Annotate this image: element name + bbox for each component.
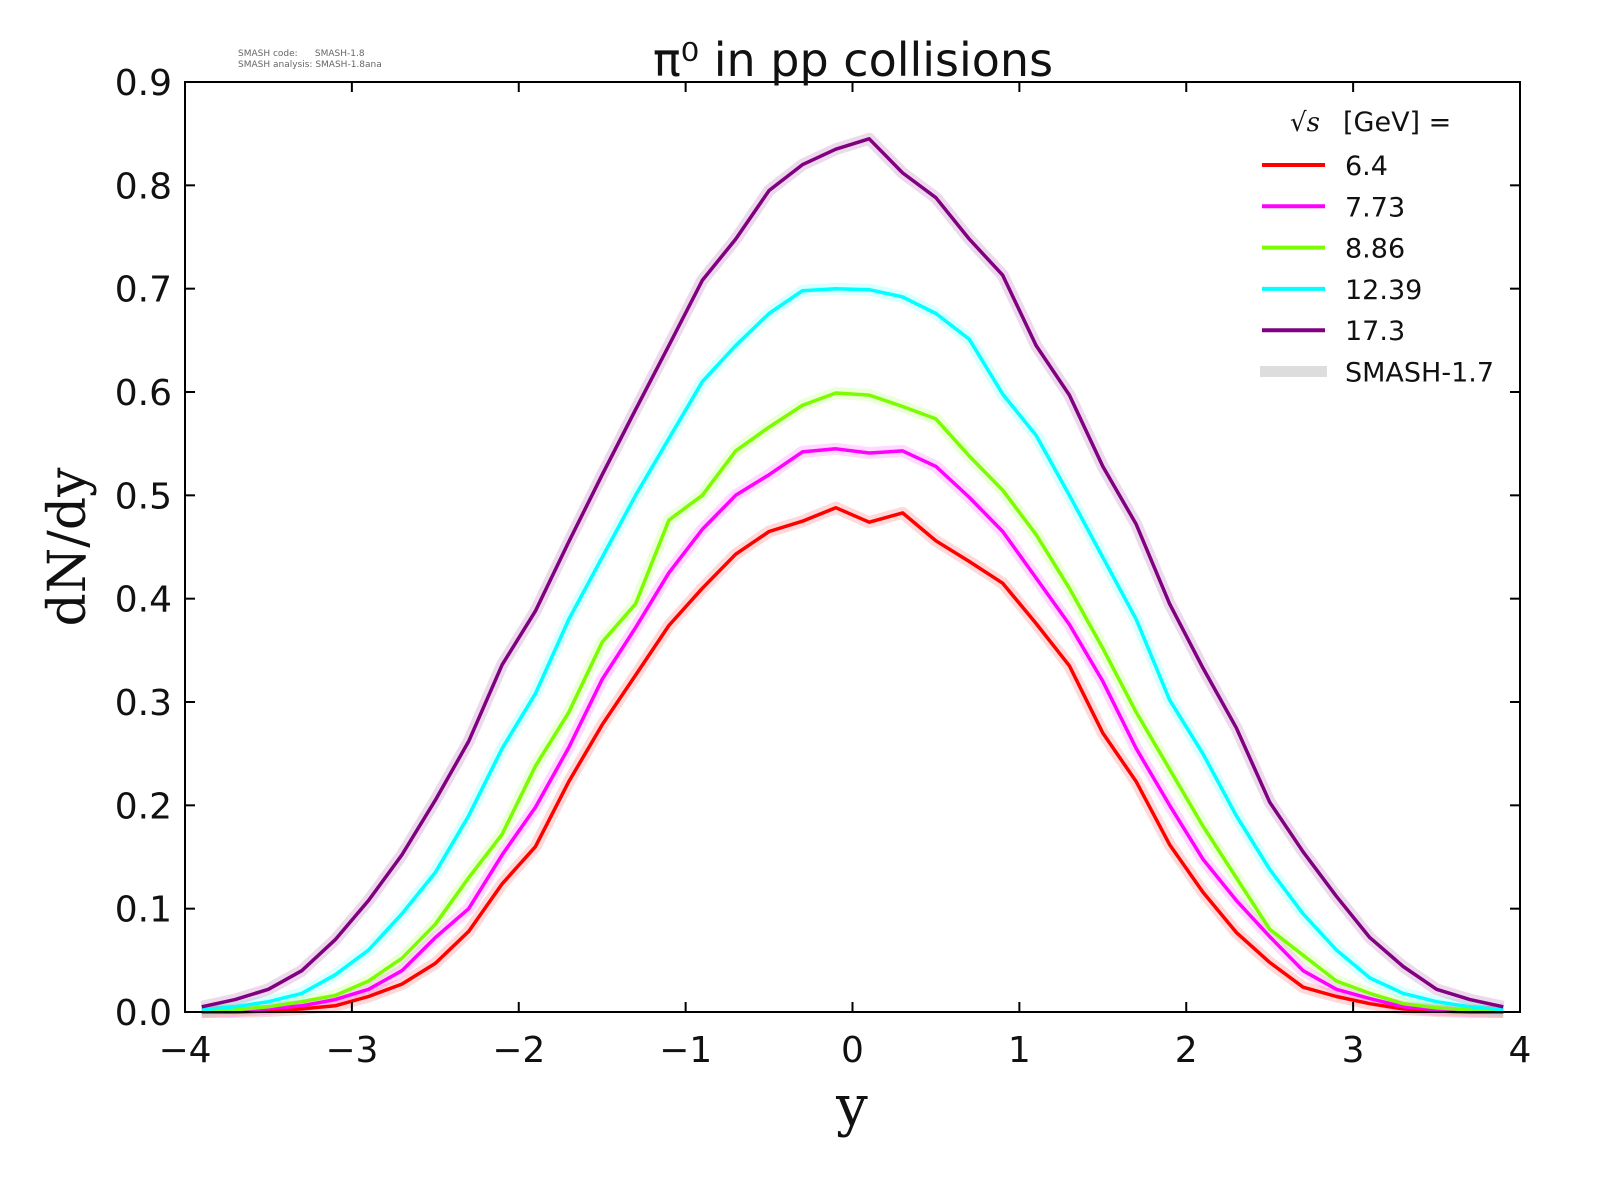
series-line-6-4 — [201, 505, 1504, 1014]
analysis-value: SMASH-1.8ana — [315, 60, 382, 70]
x-tick-label: −2 — [492, 1030, 545, 1071]
legend-title-sqrt-s: √s — [1290, 108, 1320, 138]
series-line-8-86 — [201, 391, 1504, 1013]
y-tick-label: 0.5 — [115, 476, 172, 517]
ticks: −4 −3 −2 −1 0 1 2 3 4 0.0 0.1 0.2 0.3 0.4 0.5 0.6 0.7 0.8… — [115, 63, 1532, 1071]
legend-label-reference: SMASH-1.7 — [1345, 358, 1494, 389]
y-tick-label: 0.2 — [115, 786, 172, 827]
analysis-info: SMASH analysis: SMASH-1.8ana — [238, 60, 382, 71]
x-tick-label: 4 — [1509, 1030, 1532, 1071]
legend-label: 6.4 — [1345, 151, 1388, 182]
legend: √s [GeV] = 6.4 7.73 8.86 12.39 17.3 SMASH-1.7 — [1260, 107, 1494, 389]
x-axis-label: y — [835, 1074, 868, 1139]
legend-label: 7.73 — [1345, 192, 1405, 223]
x-tick-label: 1 — [1008, 1030, 1031, 1071]
legend-title: [GeV] = — [1343, 107, 1451, 138]
x-tick-label: 3 — [1342, 1030, 1365, 1071]
code-label: SMASH code: — [238, 49, 298, 59]
y-tick-label: 0.8 — [115, 166, 172, 207]
chart-title: π⁰ in pp collisions — [653, 33, 1053, 87]
y-tick-label: 0.3 — [115, 683, 172, 724]
y-tick-label: 0.0 — [115, 993, 172, 1034]
x-tick-label: 0 — [841, 1030, 864, 1071]
legend-label: 17.3 — [1345, 316, 1405, 347]
analysis-label: SMASH analysis: — [238, 60, 313, 70]
y-tick-label: 0.4 — [115, 580, 172, 621]
y-axis-label: dN/dy — [38, 467, 98, 627]
series-line-7-73 — [201, 447, 1504, 1014]
y-tick-label: 0.6 — [115, 373, 172, 414]
reference-band-6-4 — [201, 501, 1504, 1018]
reference-bands — [200, 132, 1505, 1018]
series-line-12-39 — [201, 286, 1504, 1012]
x-tick-label: 2 — [1175, 1030, 1198, 1071]
x-tick-label: −1 — [659, 1030, 712, 1071]
series-line-17-3 — [201, 137, 1504, 1009]
series-lines — [201, 137, 1504, 1014]
x-tick-label: −4 — [158, 1030, 211, 1071]
x-tick-label: −3 — [325, 1030, 378, 1071]
code-value: SMASH-1.8 — [314, 49, 365, 59]
y-tick-label: 0.9 — [115, 63, 172, 104]
y-tick-label: 0.1 — [115, 890, 172, 931]
version-info: SMASH code: SMASH-1.8 — [238, 49, 365, 60]
reference-band-17-3 — [200, 132, 1505, 1013]
legend-label: 12.39 — [1345, 275, 1422, 306]
legend-label: 8.86 — [1345, 234, 1405, 265]
y-tick-label: 0.7 — [115, 270, 172, 311]
